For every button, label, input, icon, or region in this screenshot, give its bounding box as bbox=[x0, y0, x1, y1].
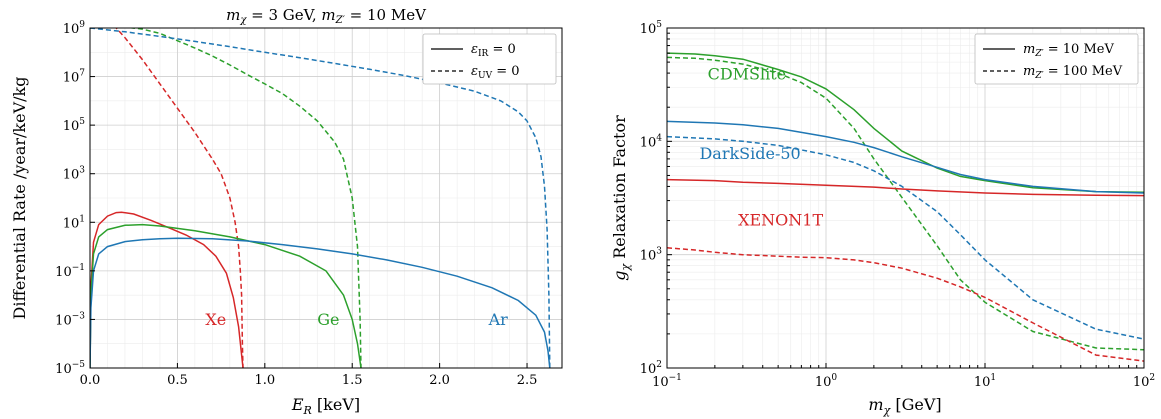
y-tick-label: 102 bbox=[640, 360, 662, 377]
legend-entry-eps-uv: εUV = 0 bbox=[471, 64, 520, 81]
series-darkside-50-dashed bbox=[667, 135, 1144, 340]
x-tick-label: 10−1 bbox=[652, 373, 682, 390]
annotation-cdmslite: CDMSlite bbox=[708, 65, 787, 84]
x-tick-label: 1.5 bbox=[342, 373, 363, 388]
annotation-ge: Ge bbox=[317, 310, 339, 329]
series-ar-solid bbox=[90, 237, 551, 368]
annotation-ar: Ar bbox=[488, 310, 509, 329]
series-cdmslite-solid bbox=[667, 52, 1144, 194]
annotation-xenon1t: XENON1T bbox=[738, 211, 823, 230]
y-tick-label: 105 bbox=[63, 117, 86, 134]
y-tick-label: 10−3 bbox=[55, 311, 85, 328]
y-tick-label: 10−1 bbox=[55, 263, 85, 280]
x-tick-label: 102 bbox=[1133, 373, 1155, 390]
y-tick-label: 10−5 bbox=[55, 360, 85, 377]
y-tick-label: 101 bbox=[63, 214, 85, 231]
series-darkside-50-solid bbox=[667, 120, 1144, 194]
left-legend: εIR = 0 εUV = 0 bbox=[422, 33, 557, 85]
left-plot-frame bbox=[89, 27, 563, 369]
right-legend: mZ′ = 10 MeV mZ′ = 100 MeV bbox=[974, 33, 1139, 85]
left-chart-title: mχ = 3 GeV, mZ′ = 10 MeV bbox=[226, 6, 427, 26]
legend-entry-eps-ir: εIR = 0 bbox=[471, 42, 516, 59]
y-tick-label: 105 bbox=[640, 20, 663, 37]
x-tick-label: 100 bbox=[815, 373, 838, 390]
left-ticks: 0.0 0.5 1.0 1.5 2.0 2.5 10−5 10−3 10−1 101 103 105 1… bbox=[55, 20, 537, 388]
right-x-axis-label: mχ [GeV] bbox=[868, 395, 941, 417]
left-annotations: Xe Ge Ar bbox=[205, 310, 508, 329]
right-grid bbox=[666, 27, 1145, 369]
series-cdmslite-dashed bbox=[667, 56, 1144, 351]
x-tick-label: 2.5 bbox=[517, 373, 538, 388]
annotation-darkside-50: DarkSide-50 bbox=[699, 144, 800, 163]
left-x-axis-label: ER [keV] bbox=[291, 395, 360, 417]
legend-entry-mz-100: mZ′ = 100 MeV bbox=[1023, 64, 1123, 81]
annotation-xe: Xe bbox=[205, 310, 226, 329]
x-tick-label: 1.0 bbox=[254, 373, 275, 388]
y-tick-label: 109 bbox=[63, 20, 86, 37]
relaxation-factor-chart: 10−1 100 101 102 102 103 104 105 mχ [GeV] gχ Re… bbox=[610, 20, 1155, 417]
differential-rate-chart: 0.0 0.5 1.0 1.5 2.0 2.5 10−5 10−3 10−1 101 103 105 1… bbox=[10, 6, 563, 417]
series-xenon1t-solid bbox=[667, 178, 1144, 197]
left-y-axis-label: Differential Rate /year/keV/kg bbox=[10, 77, 29, 320]
y-tick-label: 103 bbox=[640, 247, 663, 264]
right-series-group bbox=[667, 52, 1144, 362]
right-y-axis-label: gχ Relaxation Factor bbox=[610, 115, 632, 281]
right-plot-frame bbox=[666, 27, 1145, 369]
x-tick-label: 2.0 bbox=[429, 373, 450, 388]
series-xenon1t-dashed bbox=[667, 247, 1144, 362]
series-xe-dashed bbox=[90, 28, 244, 368]
x-tick-label: 0.0 bbox=[80, 373, 101, 388]
x-tick-label: 0.5 bbox=[167, 373, 188, 388]
y-tick-label: 107 bbox=[63, 69, 86, 86]
y-tick-label: 104 bbox=[640, 133, 663, 150]
series-ge-solid bbox=[90, 223, 362, 368]
series-ge-dashed bbox=[90, 28, 362, 368]
right-ticks: 10−1 100 101 102 102 103 104 105 bbox=[640, 20, 1155, 390]
x-tick-label: 101 bbox=[974, 373, 996, 390]
right-annotations: CDMSlite DarkSide-50 XENON1T bbox=[699, 65, 823, 230]
legend-entry-mz-10: mZ′ = 10 MeV bbox=[1023, 42, 1114, 59]
y-tick-label: 103 bbox=[63, 166, 86, 183]
series-xe-solid bbox=[90, 211, 244, 368]
